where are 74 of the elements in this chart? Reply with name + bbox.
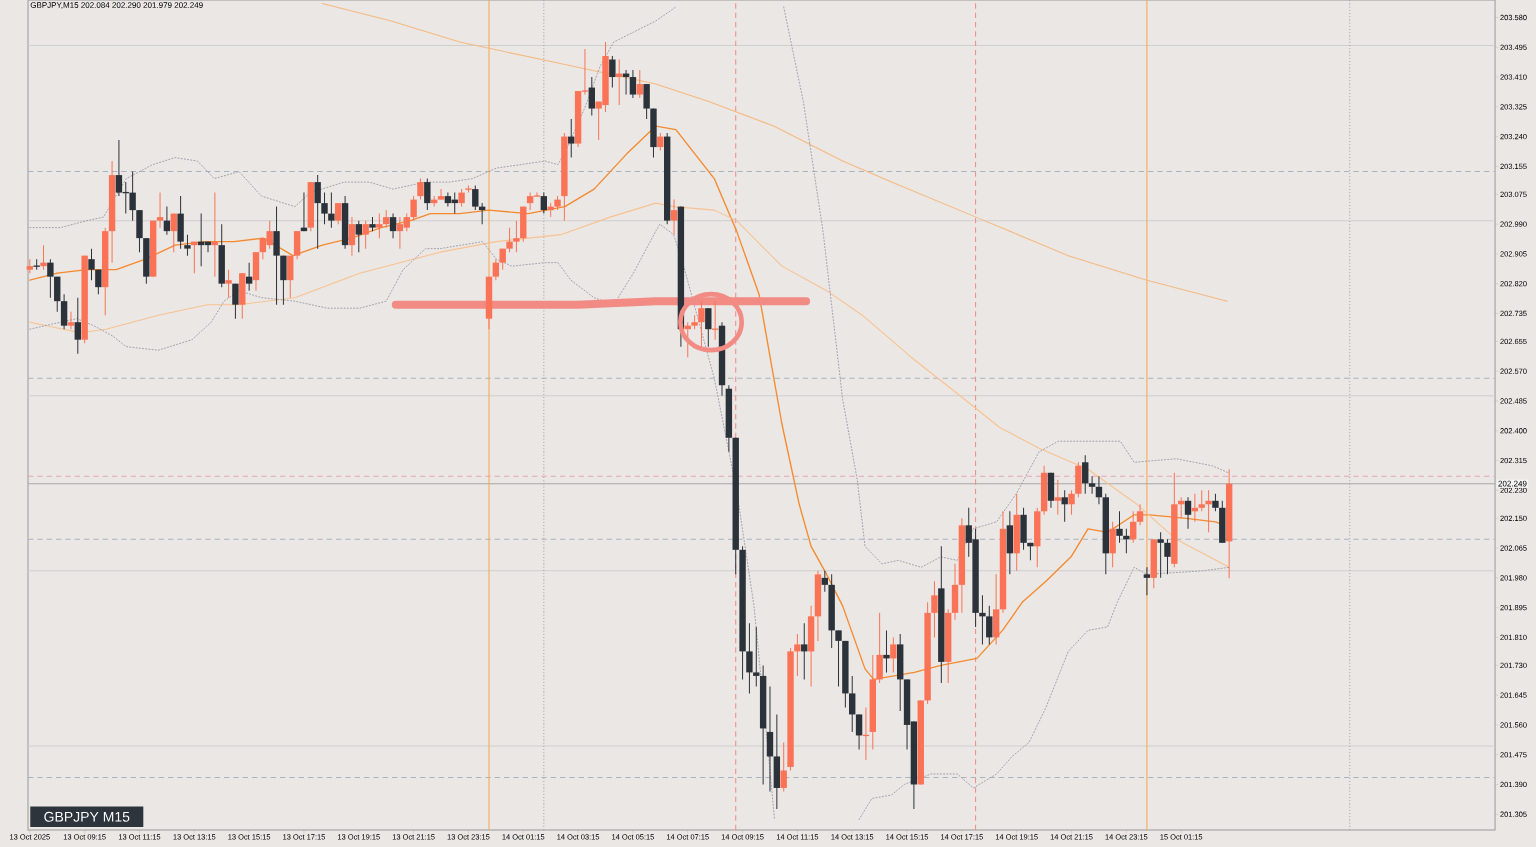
candlestick [437,188,445,201]
candlestick [348,216,356,257]
candlestick [1143,566,1151,596]
candlestick [801,622,808,680]
candlestick [1061,489,1068,523]
candlestick [568,118,575,159]
candlestick [855,713,863,750]
candlestick [376,213,383,239]
candlestick [417,178,424,201]
candlestick [156,192,164,229]
candlestick [753,626,760,687]
candlestick [1095,475,1103,505]
candlestick [835,629,842,687]
candlestick [424,178,431,211]
candlestick [314,174,321,250]
candlestick [588,76,595,117]
candlestick [88,248,95,281]
candlestick [1130,510,1137,544]
candlestick [1123,528,1130,554]
candlestick [746,622,753,694]
candlestick [410,195,417,222]
candlestick [609,55,616,89]
candlestick [979,594,986,645]
candlestick [95,269,102,295]
candlestick [163,206,171,236]
candlestick [1198,489,1205,512]
ref-line-label: 202.249 [1498,480,1527,487]
candlestick [129,171,136,222]
candlestick [513,220,520,253]
candlestick [1184,496,1192,530]
candlestick [1116,510,1123,544]
candlestick [1157,531,1164,579]
candlestick [47,258,54,299]
candlestick [883,629,890,673]
candlestick [472,185,479,211]
candlestick [636,69,643,99]
candlestick [321,192,328,225]
candlestick [506,227,513,253]
candlestick [1068,489,1075,516]
candlestick [170,213,177,253]
candlestick [540,192,548,215]
candlestick [389,213,397,239]
candlestick [40,244,47,271]
candlestick [328,192,335,229]
candlestick [74,297,81,355]
candlestick [629,69,637,99]
candlestick [245,262,253,292]
candlestick [821,570,829,593]
candlestick [890,636,897,673]
candlestick [1136,503,1144,526]
candlestick [849,675,856,733]
candlestick [362,220,369,250]
candlestick [670,199,678,236]
candlestick [492,258,500,281]
candlestick [225,269,232,299]
candlestick [191,241,198,274]
candlestick [1164,538,1171,575]
candlestick [1054,479,1062,516]
candlestick [780,741,787,792]
chart-title: GBPJPY,M15 202.084 202.290 201.979 202.249 [30,2,203,9]
candlestick [67,311,75,330]
candlestick [986,605,993,645]
candlestick [794,633,801,677]
candlestick [232,283,239,320]
candlestick [931,580,938,638]
candlestick [705,307,712,348]
candlestick [184,234,191,257]
candlestick [335,202,342,225]
candlestick [1082,454,1089,495]
candlestick [1205,489,1212,533]
annotation: GBPJPY M15 [44,811,130,822]
candlestick [1088,475,1096,495]
candlestick [355,220,362,253]
line-series [29,202,1230,568]
